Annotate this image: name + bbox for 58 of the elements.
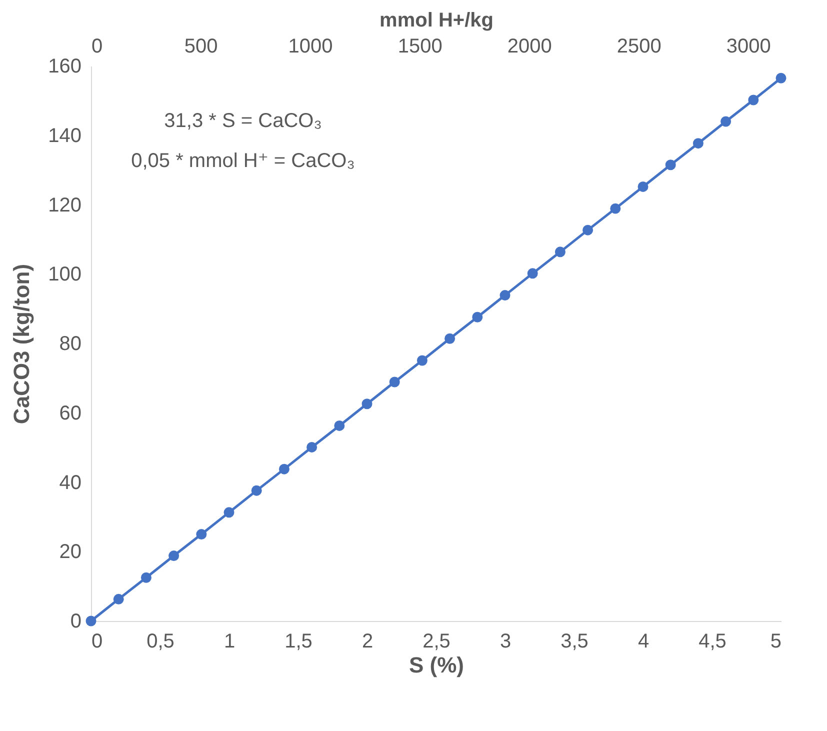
point <box>610 203 621 214</box>
point <box>500 290 510 301</box>
point <box>748 94 759 106</box>
x-tick-label: 4,5 <box>698 630 726 652</box>
point <box>196 529 207 540</box>
x2-tick-label: 0 <box>92 36 103 58</box>
y-tick-label: 160 <box>48 56 82 78</box>
x-tick-label: 0 <box>92 630 103 652</box>
point <box>389 376 400 388</box>
point <box>140 572 152 583</box>
point <box>168 550 180 562</box>
x-axis-title: S (%) <box>409 652 464 678</box>
y-tick-label: 120 <box>48 194 82 216</box>
annotation: 0,05 * mmol H⁺ = CaCO₃ <box>131 150 355 172</box>
x-tick-label: 5 <box>770 630 782 652</box>
x-tick-label: 1 <box>224 630 236 652</box>
point <box>665 160 676 170</box>
y-tick-label: 140 <box>48 124 82 147</box>
point <box>444 333 456 344</box>
y-axis-title: CaCO3 (kg/ton) <box>9 264 34 424</box>
point <box>86 616 96 626</box>
point <box>472 312 483 322</box>
point <box>334 420 345 431</box>
x2-tick-label: 2000 <box>507 36 552 58</box>
x2-tick-label: 1000 <box>288 36 333 58</box>
y-tick-label: 0 <box>70 610 82 632</box>
x2-axis-title: mmol H+/kg <box>380 10 494 32</box>
point <box>776 72 786 84</box>
y-tick-label: 100 <box>48 264 82 286</box>
point <box>638 181 648 192</box>
point <box>362 398 372 410</box>
point <box>554 246 566 258</box>
x2-tick-label: 500 <box>184 36 218 58</box>
x-tick-label: 2,5 <box>422 630 450 652</box>
point <box>720 116 732 127</box>
point <box>416 355 428 366</box>
point <box>251 485 262 496</box>
x2-tick-label: 2500 <box>616 36 662 58</box>
x-tick-label: 1,5 <box>284 630 312 652</box>
y-tick-label: 60 <box>59 402 82 424</box>
x-tick-label: 3 <box>500 630 512 652</box>
point <box>224 507 234 518</box>
point <box>582 224 594 236</box>
point <box>692 138 704 149</box>
x-tick-label: 3,5 <box>560 630 588 652</box>
y-tick-label: 80 <box>59 333 82 355</box>
x-tick-label: 2 <box>362 630 374 652</box>
point <box>278 464 290 474</box>
x-tick-label: 4 <box>638 630 650 652</box>
point <box>306 442 318 452</box>
x2-tick-label: 3000 <box>726 36 771 58</box>
annotation: 31,3 * S = CaCO₃ <box>164 110 322 132</box>
x-tick-label: 0,5 <box>146 630 174 652</box>
point <box>113 594 124 604</box>
y-tick-label: 20 <box>59 541 82 564</box>
x2-tick-label: 1500 <box>398 36 442 58</box>
point <box>527 268 538 279</box>
y-tick-label: 40 <box>59 472 82 494</box>
